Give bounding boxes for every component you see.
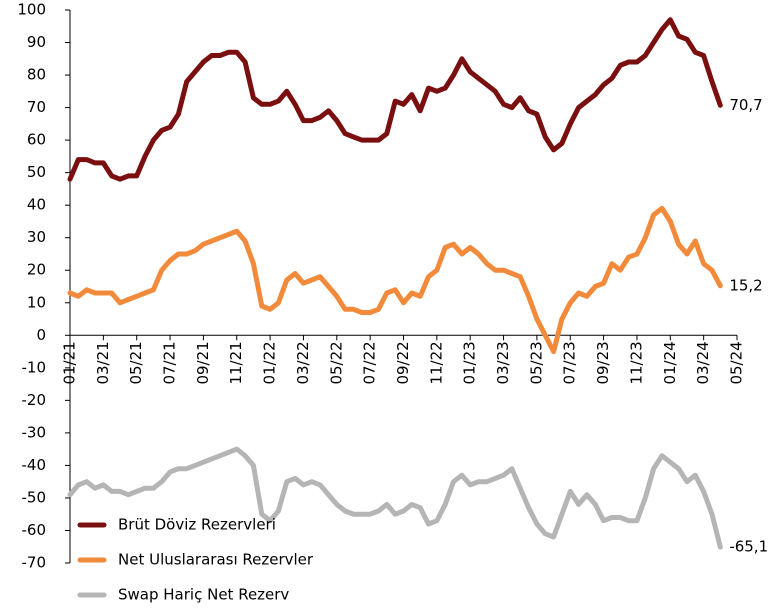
- x-tick-label: 01/23: [461, 341, 479, 384]
- x-tick-label: 03/21: [94, 341, 112, 384]
- series-line: [67, 17, 723, 182]
- y-tick-label: -10: [22, 358, 47, 376]
- y-tick-label: 50: [27, 163, 46, 181]
- data-label: -65,1: [729, 538, 768, 556]
- y-tick-label: 30: [27, 228, 46, 246]
- x-tick-label: 07/22: [361, 341, 379, 384]
- legend-label: Brüt Döviz Rezervleri: [118, 516, 276, 534]
- x-tick-label: 01/22: [261, 341, 279, 384]
- x-tick-label: 01/21: [61, 341, 79, 384]
- x-tick-label: 05/23: [527, 341, 545, 384]
- y-tick-label: -60: [22, 521, 47, 539]
- legend-label: Swap Hariç Net Rezerv: [118, 586, 289, 604]
- y-tick-label: 70: [27, 98, 46, 116]
- y-tick-label: 40: [27, 196, 46, 214]
- y-tick-label: -40: [22, 456, 47, 474]
- y-tick-label: 80: [27, 66, 46, 84]
- data-label: 15,2: [729, 276, 762, 294]
- x-tick-label: 11/21: [227, 341, 245, 384]
- x-tick-label: 11/22: [427, 341, 445, 384]
- x-tick-label: 09/23: [594, 341, 612, 384]
- x-tick-label: 03/23: [494, 341, 512, 384]
- x-tick-label: 07/23: [561, 341, 579, 384]
- y-tick-label: -20: [22, 391, 47, 409]
- y-tick-label: 10: [27, 293, 46, 311]
- x-tick-label: 09/22: [394, 341, 412, 384]
- x-tick-label: 03/22: [294, 341, 312, 384]
- series-line: [67, 205, 723, 355]
- y-tick-label: 90: [27, 33, 46, 51]
- legend-label: Net Uluslararası Rezervler: [118, 551, 314, 569]
- x-tick-label: 03/24: [694, 341, 712, 384]
- y-tick-label: 100: [17, 1, 46, 19]
- data-label: 70,7: [729, 96, 762, 114]
- series-line: [67, 446, 723, 550]
- y-tick-label: 60: [27, 131, 46, 149]
- y-tick-label: 20: [27, 261, 46, 279]
- x-tick-label: 05/24: [728, 341, 746, 384]
- x-tick-label: 11/23: [627, 341, 645, 384]
- y-tick-label: -70: [22, 554, 47, 572]
- x-tick-label: 05/21: [127, 341, 145, 384]
- x-tick-label: 01/24: [661, 341, 679, 384]
- y-tick-label: 0: [36, 326, 46, 344]
- y-tick-label: -50: [22, 488, 47, 506]
- x-tick-label: 09/21: [194, 341, 212, 384]
- y-tick-label: -30: [22, 423, 47, 441]
- x-tick-label: 05/22: [327, 341, 345, 384]
- x-tick-label: 07/21: [161, 341, 179, 384]
